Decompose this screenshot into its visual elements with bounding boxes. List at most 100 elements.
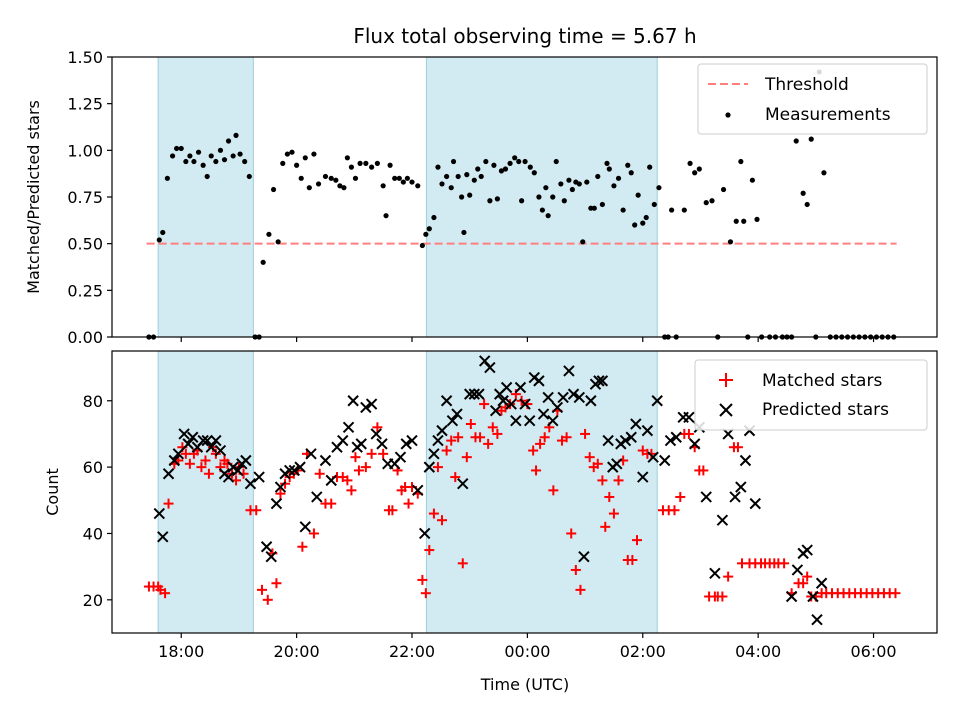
measurement-point	[266, 231, 272, 237]
predicted-point	[735, 481, 747, 493]
matched-point	[732, 442, 743, 453]
matched-point	[257, 584, 267, 595]
predicted-point	[423, 461, 436, 473]
measurement-point	[341, 185, 347, 191]
x-tick-label: 00:00	[504, 642, 550, 661]
matched-point	[465, 418, 476, 429]
ratio-y-tick-label: 0.00	[67, 328, 103, 347]
measurement-point	[651, 201, 657, 208]
measurement-point	[459, 194, 465, 200]
predicted-point	[478, 355, 491, 367]
measurement-point	[195, 149, 202, 155]
measurement-point	[591, 205, 597, 211]
predicted-point	[547, 414, 559, 427]
predicted-point	[573, 391, 586, 404]
measurement-point	[183, 158, 189, 165]
measurement-point	[487, 198, 493, 204]
measurement-point	[298, 175, 304, 181]
predicted-point	[815, 577, 828, 589]
top-span-1	[425, 56, 658, 338]
matched-point	[308, 528, 319, 539]
predicted-point	[716, 514, 729, 526]
matched-point	[561, 432, 572, 443]
predicted-point	[463, 388, 476, 400]
count-y-tick-label: 20	[83, 591, 103, 610]
measurement-point	[741, 218, 747, 224]
predicted-point	[205, 441, 217, 453]
predicted-legend-swatch	[719, 403, 733, 417]
measurement-point	[246, 173, 252, 180]
measurement-point	[599, 201, 605, 208]
matched-point	[675, 491, 686, 502]
threshold-legend-label: Threshold	[764, 75, 849, 95]
predicted-point	[722, 428, 734, 440]
matched-point	[627, 555, 638, 566]
matched-point	[403, 498, 414, 509]
measurement-point	[625, 162, 631, 168]
matched-point	[483, 438, 494, 449]
measurement-point	[450, 158, 457, 165]
measurement-point	[187, 153, 193, 159]
measurement-point	[483, 158, 489, 165]
matched-point	[613, 475, 624, 486]
count-legend: Matched stars Predicted stars	[694, 359, 928, 431]
measurement-point	[507, 160, 513, 166]
measurement-point	[270, 186, 277, 193]
ratio-legend-box	[697, 63, 928, 135]
measurement-point	[294, 162, 300, 168]
matched-star-points	[143, 389, 901, 605]
matched-point	[184, 458, 195, 469]
matched-point	[798, 578, 809, 589]
ratio-y-tick-label: 0.50	[67, 235, 103, 254]
matched-point	[597, 475, 608, 486]
measurement-point	[322, 173, 329, 180]
measurement-point	[709, 198, 715, 204]
measurement-point	[439, 181, 445, 187]
measurement-point	[553, 158, 559, 165]
matched-point	[441, 445, 452, 456]
measurement-point	[352, 175, 359, 181]
x-tick-label: 18:00	[158, 642, 204, 661]
predicted-point	[670, 431, 682, 443]
predicted-point	[244, 477, 257, 490]
measurement-point	[696, 166, 702, 172]
predicted-point	[510, 414, 522, 427]
matched-point	[346, 485, 357, 496]
predicted-point	[412, 484, 424, 497]
measurement-point	[233, 132, 239, 138]
predicted-point	[739, 454, 752, 467]
matched-point	[446, 435, 457, 446]
predicted-point	[519, 398, 531, 410]
bottom-span-1	[425, 350, 658, 634]
ratio-legend: Threshold Measurements	[697, 63, 928, 135]
measurement-point	[527, 164, 533, 170]
measurement-point	[635, 192, 641, 198]
measurement-point	[640, 220, 646, 226]
measurement-point	[720, 186, 727, 193]
predicted-point	[791, 564, 804, 576]
predicted-point	[418, 527, 431, 540]
measurement-point	[615, 175, 622, 181]
measurement-point	[669, 207, 675, 213]
matched-point	[366, 448, 377, 459]
measurement-point	[404, 175, 410, 181]
measurement-point	[204, 173, 210, 180]
matched-point	[297, 541, 308, 552]
measurement-point	[800, 190, 806, 196]
measurement-point	[380, 183, 386, 189]
measurement-point	[217, 147, 224, 153]
predicted-point	[749, 497, 761, 510]
measurement-point	[475, 166, 481, 172]
count-y-tick-label: 40	[83, 524, 103, 543]
measurement-point	[455, 173, 461, 180]
matched-point	[275, 488, 286, 499]
matched-point	[890, 588, 901, 599]
measurement-point	[242, 158, 248, 165]
predicted-point	[497, 395, 509, 407]
matched-point	[450, 472, 461, 483]
measurement-point	[611, 183, 617, 189]
predicted-point	[567, 388, 580, 400]
predicted-point	[376, 438, 388, 450]
predicted-point	[641, 424, 654, 437]
